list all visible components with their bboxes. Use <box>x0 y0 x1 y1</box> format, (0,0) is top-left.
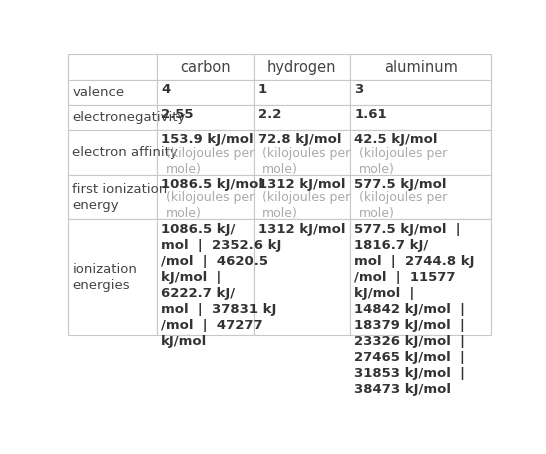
Text: 2.55: 2.55 <box>162 109 194 121</box>
Text: ionization
energies: ionization energies <box>73 263 138 291</box>
Bar <box>68 175 157 219</box>
Text: electron affinity: electron affinity <box>73 146 178 159</box>
Bar <box>68 79 157 105</box>
Bar <box>253 175 350 219</box>
Bar <box>157 130 253 175</box>
Bar <box>68 219 157 335</box>
Bar <box>157 54 253 79</box>
Text: first ionization
energy: first ionization energy <box>73 183 168 212</box>
Text: (kilojoules per
mole): (kilojoules per mole) <box>165 192 254 221</box>
Text: valence: valence <box>73 86 124 99</box>
Text: (kilojoules per
mole): (kilojoules per mole) <box>359 192 447 221</box>
Text: 1312 kJ/mol: 1312 kJ/mol <box>258 178 345 191</box>
Text: 1312 kJ/mol: 1312 kJ/mol <box>258 223 345 236</box>
Bar <box>253 219 350 335</box>
Text: 577.5 kJ/mol  |
1816.7 kJ/
mol  |  2744.8 kJ
/mol  |  11577
kJ/mol  |
14842 kJ/m: 577.5 kJ/mol | 1816.7 kJ/ mol | 2744.8 k… <box>354 223 475 396</box>
Bar <box>350 219 491 335</box>
Bar <box>350 54 491 79</box>
Bar <box>253 130 350 175</box>
Text: 72.8 kJ/mol: 72.8 kJ/mol <box>258 133 341 147</box>
Bar <box>157 175 253 219</box>
Text: (kilojoules per
mole): (kilojoules per mole) <box>262 192 351 221</box>
Bar <box>157 219 253 335</box>
Text: 1086.5 kJ/
mol  |  2352.6 kJ
/mol  |  4620.5
kJ/mol  |
6222.7 kJ/
mol  |  37831 : 1086.5 kJ/ mol | 2352.6 kJ /mol | 4620.5… <box>162 223 282 348</box>
Text: (kilojoules per
mole): (kilojoules per mole) <box>359 147 447 176</box>
Text: hydrogen: hydrogen <box>267 59 336 74</box>
Text: (kilojoules per
mole): (kilojoules per mole) <box>262 147 351 176</box>
Text: 4: 4 <box>162 83 170 96</box>
Bar <box>157 79 253 105</box>
Bar <box>350 175 491 219</box>
Text: (kilojoules per
mole): (kilojoules per mole) <box>165 147 254 176</box>
Bar <box>253 79 350 105</box>
Bar <box>253 54 350 79</box>
Text: 1086.5 kJ/mol: 1086.5 kJ/mol <box>162 178 263 191</box>
Text: 577.5 kJ/mol: 577.5 kJ/mol <box>354 178 447 191</box>
Bar <box>350 130 491 175</box>
Text: 1.61: 1.61 <box>354 109 387 121</box>
Text: 3: 3 <box>354 83 364 96</box>
Text: 1: 1 <box>258 83 267 96</box>
Text: carbon: carbon <box>180 59 230 74</box>
Bar <box>68 130 157 175</box>
Text: aluminum: aluminum <box>384 59 458 74</box>
Bar <box>253 105 350 130</box>
Bar <box>350 105 491 130</box>
Text: 2.2: 2.2 <box>258 109 281 121</box>
Bar <box>350 79 491 105</box>
Bar <box>68 105 157 130</box>
Text: electronegativity: electronegativity <box>73 111 186 124</box>
Text: 42.5 kJ/mol: 42.5 kJ/mol <box>354 133 438 147</box>
Bar <box>157 105 253 130</box>
Bar <box>68 54 157 79</box>
Text: 153.9 kJ/mol: 153.9 kJ/mol <box>162 133 254 147</box>
